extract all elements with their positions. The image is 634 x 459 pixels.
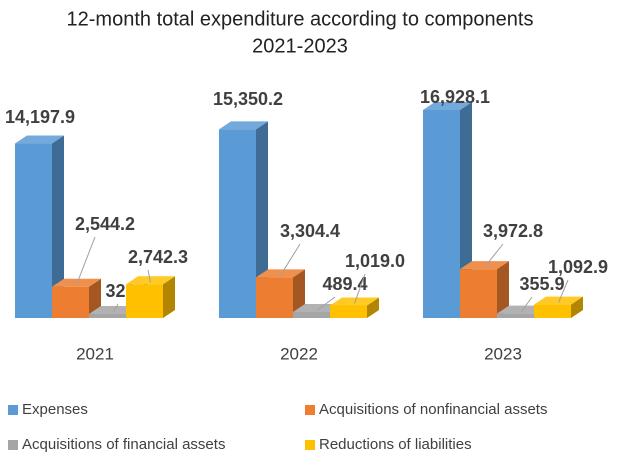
value-label: 3,304.4 bbox=[280, 221, 340, 241]
bar-side bbox=[163, 276, 175, 318]
bar-top-shade bbox=[423, 102, 472, 110]
bar-front bbox=[460, 269, 497, 318]
bar-top bbox=[293, 303, 342, 312]
legend-swatch bbox=[8, 405, 18, 415]
bar-side bbox=[497, 261, 509, 318]
leader-line bbox=[354, 273, 366, 304]
bar-top-shade bbox=[460, 261, 509, 270]
bar bbox=[126, 276, 175, 318]
leader-line bbox=[147, 269, 151, 283]
legend-label: Reductions of liabilities bbox=[319, 436, 472, 453]
bar-front bbox=[497, 313, 534, 318]
bar-top-shade bbox=[89, 306, 138, 315]
bar-top-shade bbox=[219, 121, 268, 130]
legend-label: Acquisitions of nonfinancial assets bbox=[319, 401, 547, 418]
bar-top bbox=[497, 305, 546, 314]
legend-label: Acquisitions of financial assets bbox=[22, 436, 225, 453]
legend-swatch bbox=[8, 440, 18, 450]
bar-side-shade bbox=[163, 276, 175, 318]
bar-top-shade bbox=[497, 305, 546, 314]
bar-side-shade bbox=[52, 135, 64, 318]
chart-title: 12-month total expenditure according to … bbox=[67, 8, 534, 30]
bar-top-shade bbox=[15, 135, 64, 144]
value-label: 2,544.2 bbox=[75, 214, 135, 234]
x-tick-label: 2021 bbox=[76, 344, 114, 363]
bar bbox=[15, 135, 64, 318]
value-label: 1,019.0 bbox=[345, 251, 405, 271]
legend-swatch bbox=[305, 405, 315, 415]
bar bbox=[219, 121, 268, 319]
bar-side-shade bbox=[367, 297, 379, 318]
bar-top bbox=[219, 121, 268, 130]
bar-front bbox=[52, 286, 89, 318]
bar-side bbox=[256, 121, 268, 319]
bar-front bbox=[89, 314, 126, 318]
bar-side bbox=[571, 296, 583, 318]
value-label: 3,972.8 bbox=[483, 221, 543, 241]
bar bbox=[256, 269, 305, 318]
bar-top bbox=[460, 261, 509, 270]
leader-line bbox=[484, 243, 504, 268]
bar-front bbox=[293, 311, 330, 318]
bar-side-shade bbox=[497, 261, 509, 318]
value-label: 489.4 bbox=[322, 274, 367, 294]
bar-side bbox=[52, 135, 64, 318]
bar-side-shade bbox=[571, 296, 583, 318]
legend-swatch bbox=[305, 440, 315, 450]
bar-side bbox=[367, 297, 379, 318]
bar-top bbox=[330, 297, 379, 306]
bar-front bbox=[126, 284, 163, 318]
bar-top bbox=[15, 135, 64, 144]
bar-top-shade bbox=[52, 278, 101, 287]
leader-line bbox=[113, 303, 119, 313]
bar-top bbox=[52, 278, 101, 287]
bar-top bbox=[256, 269, 305, 278]
bar-top bbox=[89, 306, 138, 315]
bar-side-shade bbox=[293, 269, 305, 318]
bar-top bbox=[423, 102, 472, 110]
value-label: 14,197.9 bbox=[5, 107, 75, 127]
bar-front bbox=[423, 110, 460, 318]
bar bbox=[460, 261, 509, 318]
bar-side bbox=[293, 269, 305, 318]
bar-front bbox=[256, 277, 293, 318]
bar-top-shade bbox=[534, 296, 583, 305]
bar bbox=[330, 297, 379, 318]
bar-front bbox=[330, 305, 367, 318]
bar-top bbox=[534, 296, 583, 305]
x-tick-label: 2023 bbox=[484, 344, 522, 363]
bar-front bbox=[534, 304, 571, 318]
bar-front bbox=[219, 129, 256, 318]
bar-front bbox=[15, 143, 52, 318]
bar-top-shade bbox=[256, 269, 305, 278]
leader-line bbox=[521, 296, 533, 312]
bar bbox=[534, 296, 583, 318]
value-label: 15,350.2 bbox=[213, 89, 283, 109]
chart-subtitle: 2021-2023 bbox=[252, 35, 348, 57]
bar-top-shade bbox=[293, 303, 342, 312]
x-tick-label: 2022 bbox=[280, 344, 318, 363]
value-label: 355.9 bbox=[519, 274, 564, 294]
value-label: 1,092.9 bbox=[548, 257, 608, 277]
legend-label: Expenses bbox=[22, 401, 88, 418]
leader-line bbox=[280, 243, 301, 276]
bar-top-shade bbox=[330, 297, 379, 306]
bar-side-shade bbox=[256, 121, 268, 319]
leader-line bbox=[76, 236, 96, 285]
value-label: 2,742.3 bbox=[128, 247, 188, 267]
leader-line bbox=[558, 279, 569, 303]
leader-line bbox=[317, 296, 336, 311]
value-label: 16,928.1 bbox=[420, 87, 490, 107]
